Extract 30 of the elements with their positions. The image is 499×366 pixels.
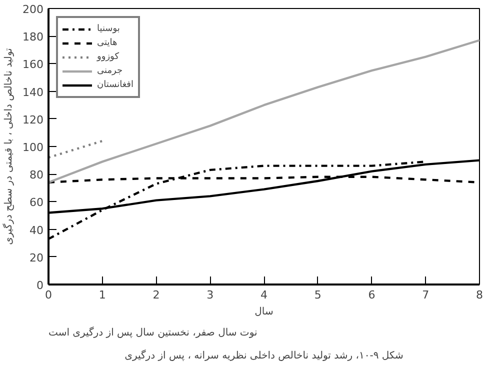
- y-tick-label: 60: [30, 196, 44, 210]
- x-tick-label: 7: [422, 288, 430, 302]
- legend-label: جرمنی: [97, 65, 123, 78]
- y-tick-label: 160: [22, 58, 44, 72]
- legend-label: کوزوو: [97, 51, 119, 64]
- y-tick-label: 200: [22, 3, 44, 16]
- y-tick-label: 40: [30, 224, 44, 237]
- x-axis-title: سال: [254, 306, 274, 318]
- x-tick-label: 8: [476, 288, 483, 302]
- x-tick-label: 6: [368, 288, 376, 302]
- x-tick-label: 0: [45, 288, 52, 302]
- y-tick-label: 80: [30, 168, 44, 182]
- legend-label: افغانستان: [97, 79, 134, 92]
- line-series: [48, 39, 480, 184]
- y-tick-label: 120: [22, 113, 44, 126]
- text: شکل ۹-۱۰، رشد تولید ناخالص داخلی نظریه سرانه ، پس از درگیری: [124, 350, 404, 362]
- x-tick-label: 4: [260, 288, 268, 302]
- x-tick-label: 5: [314, 288, 322, 302]
- x-tick-label: 1: [98, 288, 106, 302]
- y-axis-title: تولید ناخالص داخلی ، با قیمتی در سطح درگیری: [2, 48, 15, 245]
- y-tick-label: 20: [30, 251, 44, 264]
- legend-label: بوسنیا: [97, 23, 120, 36]
- x-tick-label: 2: [152, 288, 160, 302]
- y-tick-label: 100: [22, 141, 44, 154]
- legend-label: هایتی: [97, 37, 118, 50]
- y-tick-label: 0: [36, 279, 44, 292]
- y-tick-label: 140: [22, 86, 44, 99]
- y-tick-label: 180: [22, 30, 44, 44]
- x-tick-label: 3: [206, 288, 214, 302]
- text: نوت سال صفر، نخستین سال پس از درگیری است: [48, 326, 258, 338]
